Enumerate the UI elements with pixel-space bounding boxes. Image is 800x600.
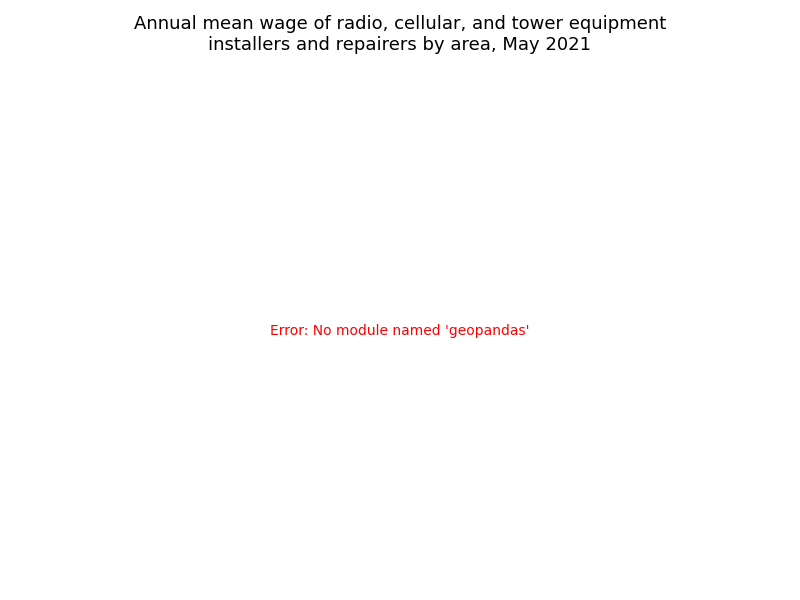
Text: Error: No module named 'geopandas': Error: No module named 'geopandas' xyxy=(270,324,530,338)
Title: Annual mean wage of radio, cellular, and tower equipment
installers and repairer: Annual mean wage of radio, cellular, and… xyxy=(134,15,666,54)
